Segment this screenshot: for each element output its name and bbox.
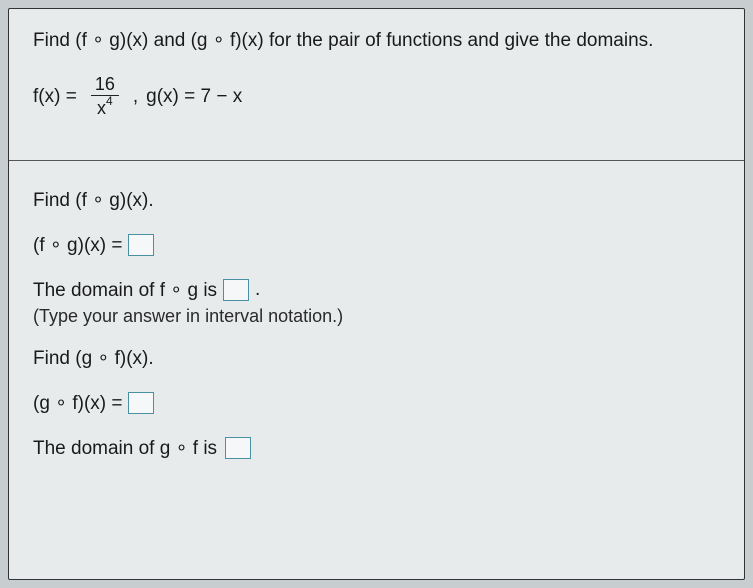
- fraction-denominator: x4: [91, 95, 119, 120]
- part2-domain-row: The domain of g ∘ f is: [33, 437, 720, 460]
- denominator-exponent: 4: [106, 94, 113, 108]
- gof-domain-input[interactable]: [225, 437, 251, 459]
- fog-domain-pre: The domain of f ∘ g is: [33, 279, 217, 302]
- gof-domain-pre: The domain of g ∘ f is: [33, 437, 217, 460]
- function-definitions: f(x) = 16 x4 , g(x) = 7 − x: [33, 74, 720, 120]
- fog-domain-post: .: [255, 279, 260, 301]
- section-divider: [9, 160, 744, 161]
- fraction: 16 x4: [89, 74, 121, 120]
- gof-input[interactable]: [128, 392, 154, 414]
- part2-answer-row: (g ∘ f)(x) =: [33, 392, 720, 415]
- gof-lhs: (g ∘ f)(x) =: [33, 392, 122, 415]
- denominator-base: x: [97, 98, 106, 118]
- part1-prompt: Find (f ∘ g)(x).: [33, 189, 720, 212]
- separator: ,: [133, 86, 138, 108]
- interval-notation-hint: (Type your answer in interval notation.): [33, 306, 720, 327]
- part1-answer-row: (f ∘ g)(x) =: [33, 234, 720, 257]
- gx-definition: g(x) = 7 − x: [146, 86, 242, 108]
- fx-label: f(x) =: [33, 86, 77, 108]
- fraction-numerator: 16: [89, 74, 121, 96]
- question-header: Find (f ∘ g)(x) and (g ∘ f)(x) for the p…: [33, 27, 720, 56]
- fog-lhs: (f ∘ g)(x) =: [33, 234, 122, 257]
- fog-domain-input[interactable]: [223, 279, 249, 301]
- part2-prompt: Find (g ∘ f)(x).: [33, 347, 720, 370]
- question-card: Find (f ∘ g)(x) and (g ∘ f)(x) for the p…: [8, 8, 745, 580]
- part1-domain-row: The domain of f ∘ g is .: [33, 279, 720, 302]
- fog-input[interactable]: [128, 234, 154, 256]
